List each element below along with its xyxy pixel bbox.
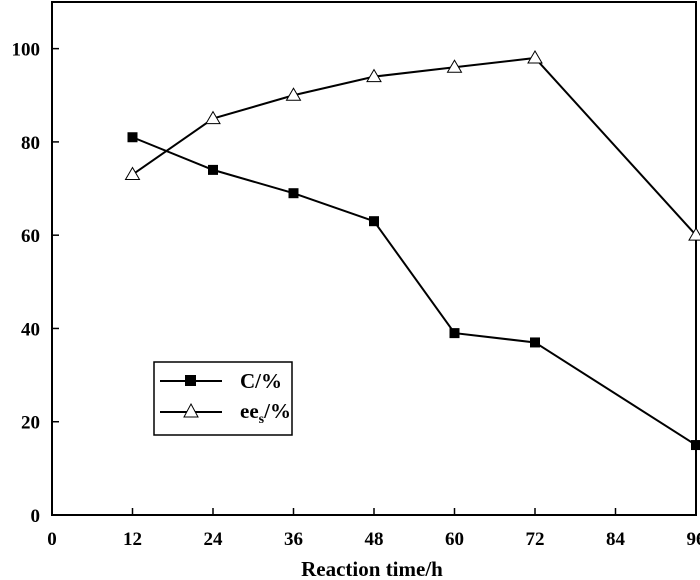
y-tick-label: 100 bbox=[12, 40, 41, 61]
series-0 bbox=[127, 132, 700, 451]
x-tick-label: 12 bbox=[123, 529, 142, 550]
y-tick-label: 20 bbox=[21, 413, 40, 434]
point-ees bbox=[124, 166, 141, 181]
y-tick-label: 0 bbox=[31, 506, 41, 527]
x-tick-label: 36 bbox=[284, 529, 303, 550]
x-tick-label: 60 bbox=[445, 529, 464, 550]
y-tick-label: 80 bbox=[21, 133, 40, 154]
point-ees bbox=[205, 110, 221, 125]
x-tick-label: 72 bbox=[526, 529, 545, 550]
point-c bbox=[449, 328, 460, 339]
legend-label-ees-suffix: /% bbox=[263, 399, 291, 423]
point-c bbox=[530, 337, 540, 348]
point-c bbox=[369, 216, 379, 227]
x-axis-title: Reaction time/h bbox=[301, 557, 443, 580]
point-ees bbox=[527, 49, 543, 64]
point-c bbox=[288, 188, 299, 199]
legend-label-c: C/% bbox=[240, 369, 282, 393]
x-tick-label: 0 bbox=[47, 529, 57, 550]
point-c bbox=[127, 132, 138, 143]
point-ees bbox=[366, 68, 382, 83]
legend-marker-c bbox=[185, 375, 196, 386]
point-c bbox=[691, 440, 700, 451]
legend-label-ees-main: ee bbox=[240, 399, 259, 423]
y-tick-label: 60 bbox=[21, 226, 40, 247]
point-ees bbox=[446, 59, 463, 73]
y-tick-label: 40 bbox=[21, 319, 40, 340]
x-tick-label: 96 bbox=[687, 529, 700, 550]
legend-label-ees-sub: s bbox=[259, 412, 265, 427]
legend-marker-ees bbox=[183, 402, 199, 418]
legend-box bbox=[153, 361, 293, 436]
series-1-line bbox=[131, 56, 697, 236]
point-c bbox=[208, 164, 218, 175]
series-1 bbox=[124, 49, 700, 241]
x-tick-label: 84 bbox=[606, 529, 626, 550]
legend: C/% ees/% bbox=[153, 361, 293, 436]
legend-label-ees: ees/% bbox=[240, 399, 291, 427]
x-tick-label: 24 bbox=[204, 529, 224, 550]
point-ees bbox=[285, 87, 302, 101]
series-layer bbox=[124, 49, 700, 451]
x-tick-label: 48 bbox=[365, 529, 384, 550]
ticks: 0 12 24 36 48 60 72 84 96 0 20 40 60 80 100 bbox=[12, 40, 700, 550]
